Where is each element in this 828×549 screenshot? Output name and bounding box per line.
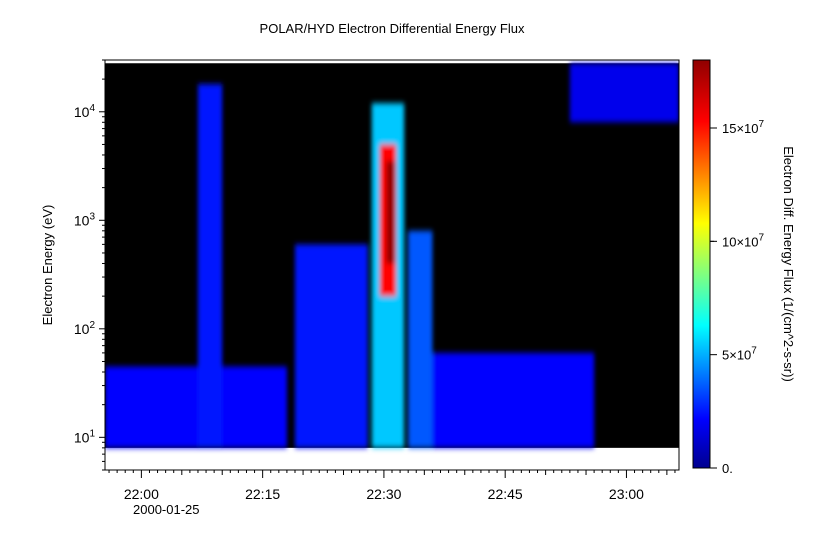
x-tick-label: 22:45	[488, 486, 523, 502]
x-axis: 22:00 22:15 22:30 22:45 23:00	[108, 470, 676, 502]
x-date-label: 2000-01-25	[133, 502, 200, 517]
colorbar-axis: 0. 5×107 10×107 15×107	[710, 119, 765, 476]
flux-structure	[386, 161, 395, 264]
x-tick-label: 22:30	[366, 486, 401, 502]
flux-structure	[197, 84, 223, 448]
colorbar-tick-label: 0.	[722, 461, 733, 476]
spectrogram-structures	[105, 63, 679, 448]
x-tick-label: 22:00	[124, 486, 159, 502]
y-tick-label: 102	[74, 320, 96, 337]
x-tick-label: 23:00	[609, 486, 644, 502]
flux-structure	[569, 63, 679, 123]
y-axis-label: Electron Energy (eV)	[40, 205, 55, 326]
y-tick-label: 101	[74, 428, 96, 445]
colorbar-tick-label: 5×107	[722, 346, 757, 363]
flux-structure	[294, 244, 368, 448]
flux-structure	[432, 352, 595, 448]
y-tick-label: 103	[74, 211, 96, 228]
flux-structure	[105, 366, 287, 448]
y-tick-label: 104	[74, 103, 96, 120]
colorbar	[692, 59, 711, 469]
colorbar-tick-label: 10×107	[722, 232, 765, 249]
colorbar-tick-label: 15×107	[722, 119, 765, 136]
colorbar-label: Electron Diff. Energy Flux (1/(cm^2-s-sr…	[781, 146, 796, 382]
x-tick-label: 22:15	[245, 486, 280, 502]
y-axis: 101 102 103 104	[74, 59, 105, 471]
chart-title: POLAR/HYD Electron Differential Energy F…	[260, 21, 525, 36]
flux-structure	[408, 230, 433, 448]
